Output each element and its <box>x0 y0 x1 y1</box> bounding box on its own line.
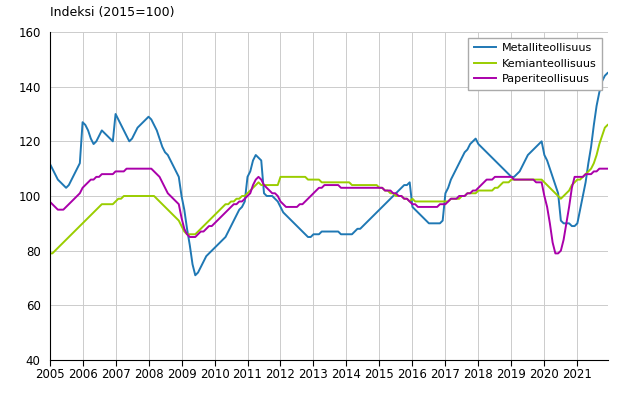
Paperiteollisuus <box>604 166 611 171</box>
Metalliteollisuus <box>461 150 468 155</box>
Kemianteollisuus <box>458 194 466 198</box>
Paperiteollisuus <box>552 251 559 256</box>
Metalliteollisuus <box>197 265 205 270</box>
Paperiteollisuus <box>142 166 149 171</box>
Metalliteollisuus <box>140 120 147 125</box>
Line: Paperiteollisuus: Paperiteollisuus <box>50 169 608 254</box>
Line: Kemianteollisuus: Kemianteollisuus <box>50 125 608 254</box>
Metalliteollisuus <box>107 136 114 141</box>
Paperiteollisuus <box>329 183 337 188</box>
Kemianteollisuus <box>140 194 147 198</box>
Legend: Metalliteollisuus, Kemianteollisuus, Paperiteollisuus: Metalliteollisuus, Kemianteollisuus, Pap… <box>468 38 602 90</box>
Paperiteollisuus <box>197 229 205 234</box>
Kemianteollisuus <box>337 180 345 185</box>
Paperiteollisuus <box>461 194 468 198</box>
Paperiteollisuus <box>107 172 114 176</box>
Paperiteollisuus <box>340 185 347 190</box>
Kemianteollisuus <box>46 251 53 256</box>
Metalliteollisuus <box>340 232 347 237</box>
Metalliteollisuus <box>329 229 337 234</box>
Metalliteollisuus <box>192 273 199 278</box>
Kemianteollisuus <box>604 122 611 127</box>
Paperiteollisuus <box>123 166 130 171</box>
Metalliteollisuus <box>604 70 611 75</box>
Kemianteollisuus <box>107 202 114 206</box>
Paperiteollisuus <box>46 199 53 204</box>
Text: Indeksi (2015=100): Indeksi (2015=100) <box>50 6 174 19</box>
Line: Metalliteollisuus: Metalliteollisuus <box>50 73 608 275</box>
Metalliteollisuus <box>46 161 53 166</box>
Kemianteollisuus <box>326 180 334 185</box>
Kemianteollisuus <box>194 229 202 234</box>
